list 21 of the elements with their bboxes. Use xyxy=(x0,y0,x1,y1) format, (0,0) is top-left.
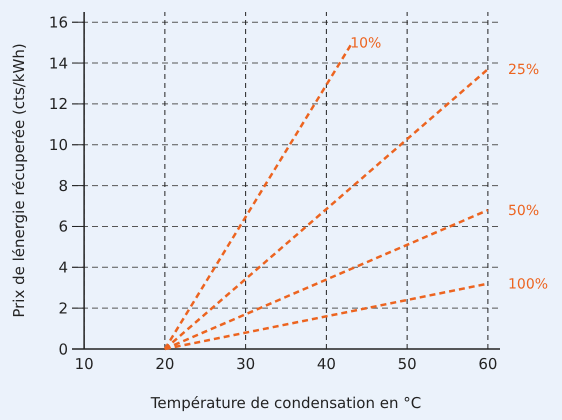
y-tick-label: 6 xyxy=(58,218,68,236)
series-label: 50% xyxy=(508,203,540,220)
x-tick-label: 20 xyxy=(155,355,174,373)
y-tick-label: 10 xyxy=(48,136,68,154)
series-label: 100% xyxy=(508,276,548,293)
x-axis-title: Température de condensation en °C xyxy=(150,394,422,412)
y-tick-label: 12 xyxy=(48,95,68,114)
y-tick-label: 16 xyxy=(48,13,68,32)
y-tick-label: 14 xyxy=(48,54,68,72)
y-tick-label: 4 xyxy=(58,258,68,277)
y-tick-label: 2 xyxy=(58,299,68,318)
y-axis-title: Prix de lénergie récuperée (cts/kWh) xyxy=(10,43,28,318)
x-tick-label: 60 xyxy=(478,355,498,373)
y-tick-label: 0 xyxy=(58,340,68,358)
x-tick-label: 40 xyxy=(316,355,336,373)
series-label: 25% xyxy=(508,62,540,78)
series-label: 10% xyxy=(350,36,382,52)
x-tick-label: 30 xyxy=(236,355,256,373)
x-tick-label: 50 xyxy=(398,355,417,373)
y-tick-label: 8 xyxy=(58,176,68,195)
x-tick-label: 10 xyxy=(74,355,94,373)
